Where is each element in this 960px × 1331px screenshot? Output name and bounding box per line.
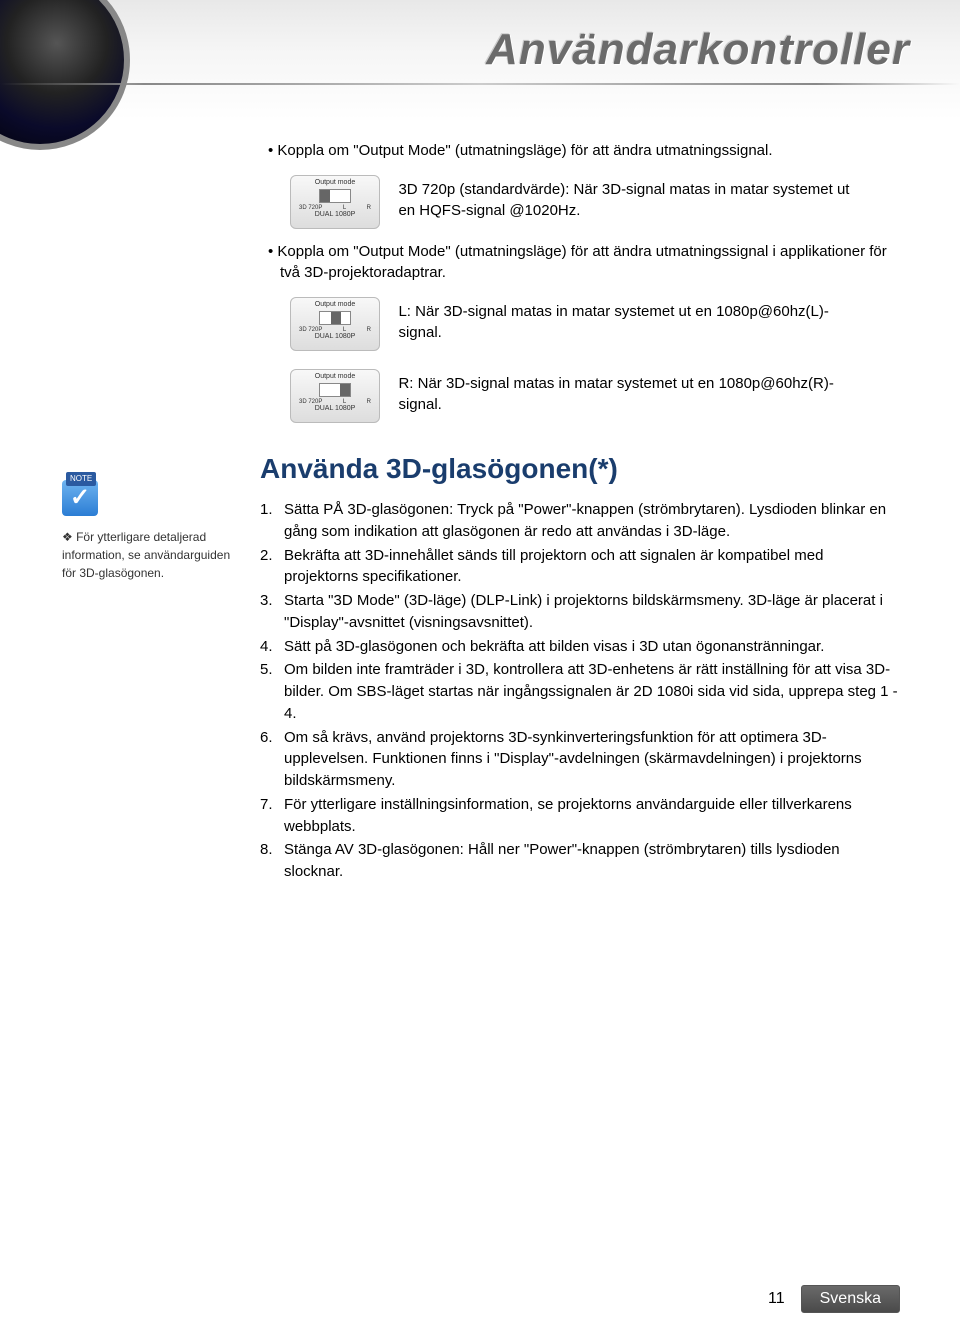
list-item: 2.Bekräfta att 3D-innehållet sänds till … [260,545,900,589]
list-item: 7.För ytterligare inställningsinformatio… [260,794,900,838]
mode-l: L [343,327,346,334]
mode-left-label: 3D 720P [299,327,322,334]
mode-bottom-label: DUAL 1080P [291,405,379,413]
mode-row-2: Output mode 3D 720P L R DUAL 1080P L: Nä… [260,291,900,357]
page-header: Användarkontroller [0,0,960,120]
switch-icon [319,311,351,325]
page-title: Användarkontroller [486,25,910,75]
item-text: Om bilden inte framträder i 3D, kontroll… [284,659,900,724]
switch-icon [319,383,351,397]
mode-r: R [367,399,371,406]
mode-label: Output mode [291,301,379,309]
mode-desc-3: R: När 3D-signal matas in matar systemet… [398,363,868,415]
list-item: 1.Sätta PÅ 3D-glasögonen: Tryck på "Powe… [260,499,900,543]
list-item: 3.Starta "3D Mode" (3D-läge) (DLP-Link) … [260,590,900,634]
mode-row-1: Output mode 3D 720P L R DUAL 1080P 3D 72… [260,169,900,235]
mode-desc-2: L: När 3D-signal matas in matar systemet… [398,291,868,343]
page-number: 11 [768,1290,785,1308]
section-title-3d-glasses: Använda 3D-glasögonen(*) [260,453,900,485]
mode-sublabels: 3D 720P L R [291,399,379,406]
mode-sublabels: 3D 720P L R [291,205,379,212]
item-number: 2. [260,545,284,589]
list-item: 4.Sätt på 3D-glasögonen och bekräfta att… [260,636,900,658]
mode-l: L [343,399,346,406]
note-text: För ytterligare detaljerad information, … [62,528,242,582]
list-item: 5.Om bilden inte framträder i 3D, kontro… [260,659,900,724]
output-mode-box-2: Output mode 3D 720P L R DUAL 1080P [290,297,380,351]
mode-r: R [367,327,371,334]
note-sidebar: NOTE ✓ För ytterligare detaljerad inform… [62,480,242,582]
note-tab-label: NOTE [66,472,96,486]
mode-bottom-label: DUAL 1080P [291,333,379,341]
output-mode-box-1: Output mode 3D 720P L R DUAL 1080P [290,175,380,229]
bullet-2: Koppla om "Output Mode" (utmatningsläge)… [280,241,900,283]
mode-label: Output mode [291,179,379,187]
item-number: 1. [260,499,284,543]
output-mode-box-3: Output mode 3D 720P L R DUAL 1080P [290,369,380,423]
item-text: Om så krävs, använd projektorns 3D-synki… [284,727,900,792]
numbered-list: 1.Sätta PÅ 3D-glasögonen: Tryck på "Powe… [260,499,900,883]
item-text: Stänga AV 3D-glasögonen: Håll ner "Power… [284,839,900,883]
bullet-1: Koppla om "Output Mode" (utmatningsläge)… [280,140,900,161]
mode-desc-1: 3D 720p (standardvärde): När 3D-signal m… [398,169,868,221]
list-item: 6.Om så krävs, använd projektorns 3D-syn… [260,727,900,792]
item-text: För ytterligare inställningsinformation,… [284,794,900,838]
item-number: 8. [260,839,284,883]
item-text: Sätta PÅ 3D-glasögonen: Tryck på "Power"… [284,499,900,543]
item-text: Sätt på 3D-glasögonen och bekräfta att b… [284,636,900,658]
header-divider [0,83,960,85]
mode-left-label: 3D 720P [299,205,322,212]
item-number: 5. [260,659,284,724]
mode-l: L [343,205,346,212]
mode-left-label: 3D 720P [299,399,322,406]
item-text: Bekräfta att 3D-innehållet sänds till pr… [284,545,900,589]
note-icon: NOTE ✓ [62,480,104,522]
main-column: Koppla om "Output Mode" (utmatningsläge)… [260,140,900,883]
mode-sublabels: 3D 720P L R [291,327,379,334]
mode-r: R [367,205,371,212]
page-root: Användarkontroller Koppla om "Output Mod… [0,0,960,1331]
content: Koppla om "Output Mode" (utmatningsläge)… [0,140,960,1271]
item-number: 3. [260,590,284,634]
mode-row-3: Output mode 3D 720P L R DUAL 1080P R: Nä… [260,363,900,429]
page-footer: 11 Svenska [768,1285,900,1313]
language-badge: Svenska [801,1285,900,1313]
mode-label: Output mode [291,373,379,381]
mode-bottom-label: DUAL 1080P [291,211,379,219]
list-item: 8.Stänga AV 3D-glasögonen: Håll ner "Pow… [260,839,900,883]
switch-icon [319,189,351,203]
item-number: 7. [260,794,284,838]
item-number: 6. [260,727,284,792]
lens-graphic [0,0,130,150]
item-number: 4. [260,636,284,658]
item-text: Starta "3D Mode" (3D-läge) (DLP-Link) i … [284,590,900,634]
